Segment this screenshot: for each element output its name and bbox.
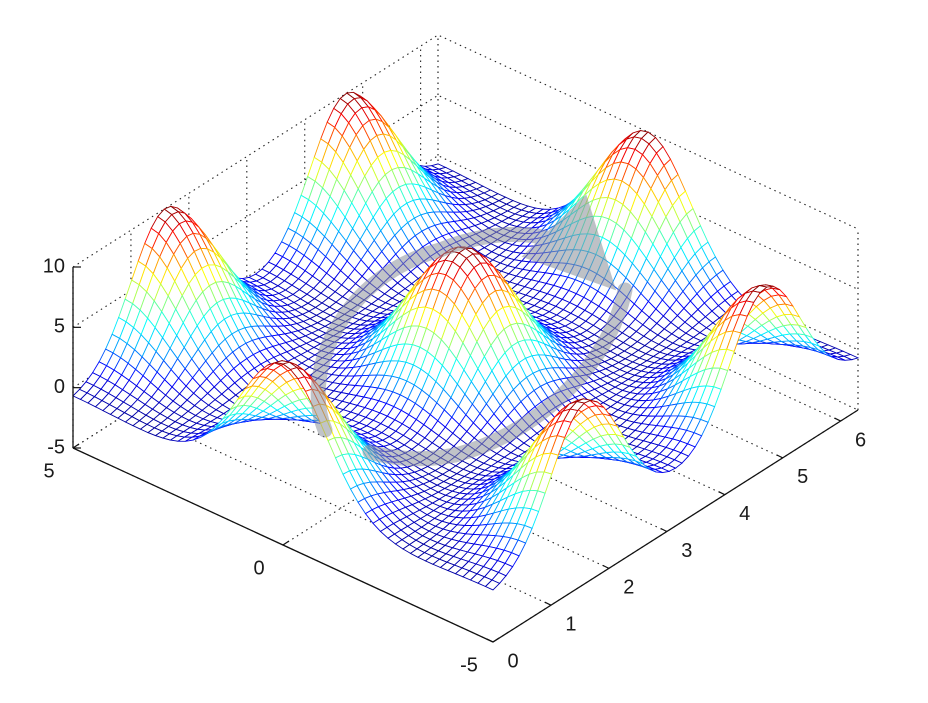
x-tick-label: 6 bbox=[855, 429, 866, 451]
x-tick-label: 3 bbox=[681, 540, 692, 562]
y-tick-label: 0 bbox=[253, 557, 264, 579]
y-tick-mark bbox=[492, 637, 500, 643]
z-tick-label: -5 bbox=[47, 436, 65, 458]
x-tick-mark bbox=[602, 564, 610, 569]
x-tick-label: 4 bbox=[739, 503, 750, 525]
x-tick-label: 5 bbox=[797, 466, 808, 488]
rotation-arrow-left bbox=[310, 242, 448, 438]
x-tick-mark bbox=[776, 454, 783, 459]
rotation-arrow-bottom bbox=[362, 444, 463, 467]
x-tick-mark bbox=[718, 491, 726, 496]
x-tick-mark bbox=[544, 601, 552, 606]
rotation-arrow-right bbox=[447, 282, 633, 463]
z-tick-label: 0 bbox=[54, 376, 65, 398]
rotation-arrow-icon bbox=[310, 194, 633, 467]
x-tick-mark bbox=[486, 638, 494, 643]
z-tick-label: 10 bbox=[43, 255, 65, 277]
x-tick-mark bbox=[660, 527, 668, 533]
x-tick-label: 2 bbox=[623, 577, 634, 599]
y-tick-label: 5 bbox=[43, 460, 54, 482]
y-tick-label: -5 bbox=[460, 654, 478, 676]
grid-line bbox=[72, 34, 859, 268]
rotation-arrow-top bbox=[432, 194, 617, 291]
x-tick-mark bbox=[834, 417, 841, 422]
grid-line bbox=[282, 312, 649, 546]
axes bbox=[72, 266, 859, 643]
x-tick-label: 1 bbox=[565, 613, 576, 635]
x-tick-label: 0 bbox=[507, 650, 518, 672]
x-axis-line bbox=[492, 409, 859, 643]
surface-cell bbox=[484, 579, 501, 591]
y-tick-mark bbox=[72, 443, 80, 449]
z-tick-label: 5 bbox=[54, 316, 65, 338]
y-tick-mark bbox=[282, 540, 290, 546]
